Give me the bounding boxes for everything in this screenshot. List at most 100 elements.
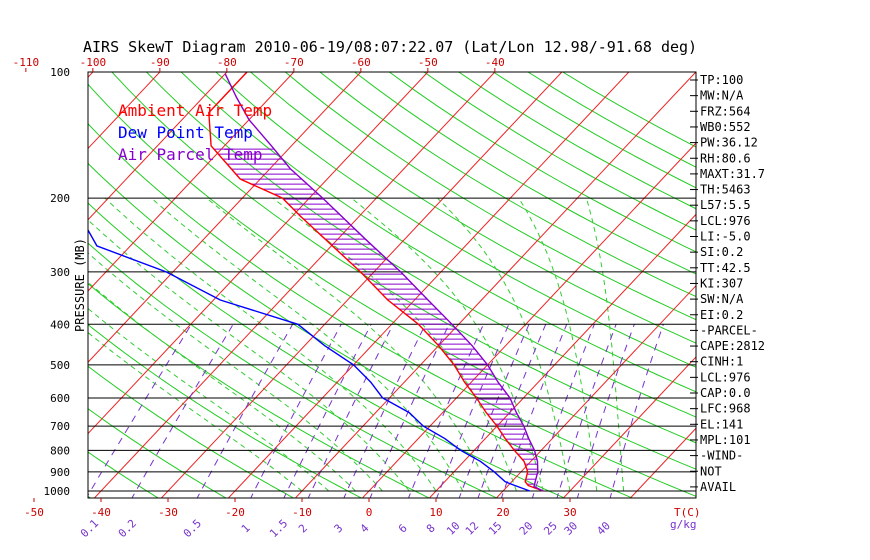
- index-label: EL:141: [700, 417, 743, 431]
- top-temperature-tick-label: -40: [485, 56, 505, 69]
- dry-adiabat-line: [423, 72, 696, 231]
- pressure-tick-label: 200: [50, 192, 70, 205]
- mixing-ratio-unit: g/kg: [670, 518, 697, 531]
- top-temperature-tick-label: -50: [418, 56, 438, 69]
- mixing-ratio-tick-label: 1.5: [267, 517, 290, 540]
- mixing-ratio-line: [458, 324, 530, 498]
- pressure-tick-label: 700: [50, 420, 70, 433]
- pressure-tick-label: 900: [50, 466, 70, 479]
- dry-adiabat-line: [354, 72, 696, 275]
- legend-ambient-air-temp: Ambient Air Temp: [118, 101, 272, 120]
- top-temperature-tick-label: -60: [351, 56, 371, 69]
- dry-adiabat-line: [88, 282, 431, 498]
- mixing-ratio-tick-label: 2: [296, 522, 310, 536]
- dry-adiabat-line: [146, 72, 696, 418]
- dry-adiabat-line: [215, 72, 696, 368]
- isotherm-line: [763, 63, 870, 500]
- bottom-temperature-tick-label: 10: [429, 506, 442, 519]
- mixing-ratio-line: [369, 324, 450, 498]
- isotherm-line: [88, 72, 295, 292]
- index-label: TT:42.5: [700, 261, 751, 275]
- moist-adiabat-line: [104, 197, 437, 492]
- index-label: WB0:552: [700, 120, 751, 134]
- isotherm-line: [88, 72, 362, 364]
- mixing-ratio-tick-label: 40: [594, 519, 613, 538]
- index-label: -WIND-: [700, 449, 743, 463]
- pressure-tick-label: 400: [50, 318, 70, 331]
- legend-air-parcel-temp: Air Parcel Temp: [118, 145, 263, 164]
- index-label: LCL:976: [700, 214, 751, 228]
- dry-adiabat-line: [88, 323, 363, 498]
- dry-adiabat-line: [250, 72, 696, 344]
- index-label: -PARCEL-: [700, 323, 758, 337]
- index-label: CAP:0.0: [700, 386, 751, 400]
- index-label: SW:N/A: [700, 292, 744, 306]
- dry-adiabat-line: [319, 72, 696, 298]
- index-label: MPL:101: [700, 433, 751, 447]
- top-temperature-tick-label: -90: [150, 56, 170, 69]
- dry-adiabat-line: [111, 72, 696, 444]
- mixing-ratio-tick-label: 3: [332, 522, 346, 536]
- mixing-ratio-line: [609, 324, 664, 498]
- mixing-ratio-tick-label: 25: [541, 519, 560, 538]
- profile-lines: [88, 72, 544, 492]
- bottom-temperature-tick-label: 20: [496, 506, 509, 519]
- cape-hatching: [214, 148, 540, 490]
- index-label: KI:307: [700, 276, 743, 290]
- bottom-temperature-tick-label: -40: [91, 506, 111, 519]
- mixing-ratio-line: [500, 324, 568, 498]
- index-label: NOT: [700, 464, 722, 478]
- pressure-tick-label: 300: [50, 266, 70, 279]
- mixing-ratio-tick-label: 0.5: [181, 517, 204, 540]
- mixing-ratio-line: [131, 324, 234, 498]
- dry-adiabat-line: [284, 72, 696, 321]
- isotherm-line: [88, 72, 161, 150]
- y-axis-label: PRESSURE (MB): [73, 238, 87, 332]
- mixing-ratio-tick-label: 12: [463, 519, 482, 538]
- bottom-temperature-unit: T(C): [674, 506, 701, 519]
- mixing-ratio-line: [556, 324, 617, 498]
- mixing-ratio-line: [407, 324, 484, 498]
- isotherm-line: [428, 213, 696, 498]
- background-lines: [88, 63, 870, 500]
- index-label: PW:36.12: [700, 136, 758, 150]
- chart-title: AIRS SkewT Diagram 2010-06-19/08:07:22.0…: [83, 38, 697, 56]
- pressure-tick-label: 500: [50, 359, 70, 372]
- index-label: CAPE:2812: [700, 339, 765, 353]
- top-temperature-tick-label: -100: [80, 56, 107, 69]
- index-label: MAXT:31.7: [700, 167, 765, 181]
- index-label: TH:5463: [700, 183, 751, 197]
- index-label: AVAIL: [700, 480, 736, 494]
- isotherm-line: [294, 72, 696, 498]
- dry-adiabat-line: [88, 162, 634, 498]
- series-line-air-parcel-temp: [224, 73, 544, 492]
- plot-frame: [87, 71, 697, 499]
- dry-adiabat-line: [88, 365, 295, 498]
- index-label: FRZ:564: [700, 104, 751, 118]
- moist-adiabat-line: [351, 197, 544, 492]
- isotherm-line: [562, 356, 696, 498]
- mixing-ratio-tick-label: 0.1: [78, 517, 101, 540]
- pressure-tick-label: 800: [50, 444, 70, 457]
- dry-adiabat-line: [180, 72, 696, 393]
- isotherm-line: [88, 72, 429, 435]
- pressure-tick-label: 1000: [44, 485, 71, 498]
- mixing-ratio-line: [576, 324, 635, 498]
- index-label: CINH:1: [700, 355, 743, 369]
- isotherm-line: [361, 142, 696, 498]
- mixing-ratio-tick-label: 1: [239, 522, 253, 536]
- dry-adiabat-line: [527, 72, 696, 168]
- moist-adiabat-line: [88, 331, 303, 492]
- mixing-ratio-tick-label: 6: [396, 522, 410, 536]
- mixing-ratio-line: [88, 324, 192, 497]
- dry-adiabat-line: [88, 83, 696, 470]
- isotherm-line: [88, 72, 228, 221]
- dry-adiabat-line: [88, 202, 566, 498]
- index-label: SI:0.2: [700, 245, 743, 259]
- pressure-tick-label: 600: [50, 392, 70, 405]
- isotherm-line: [227, 72, 630, 498]
- top-temperature-tick-label: -80: [217, 56, 237, 69]
- pressure-tick-label: 100: [50, 66, 70, 79]
